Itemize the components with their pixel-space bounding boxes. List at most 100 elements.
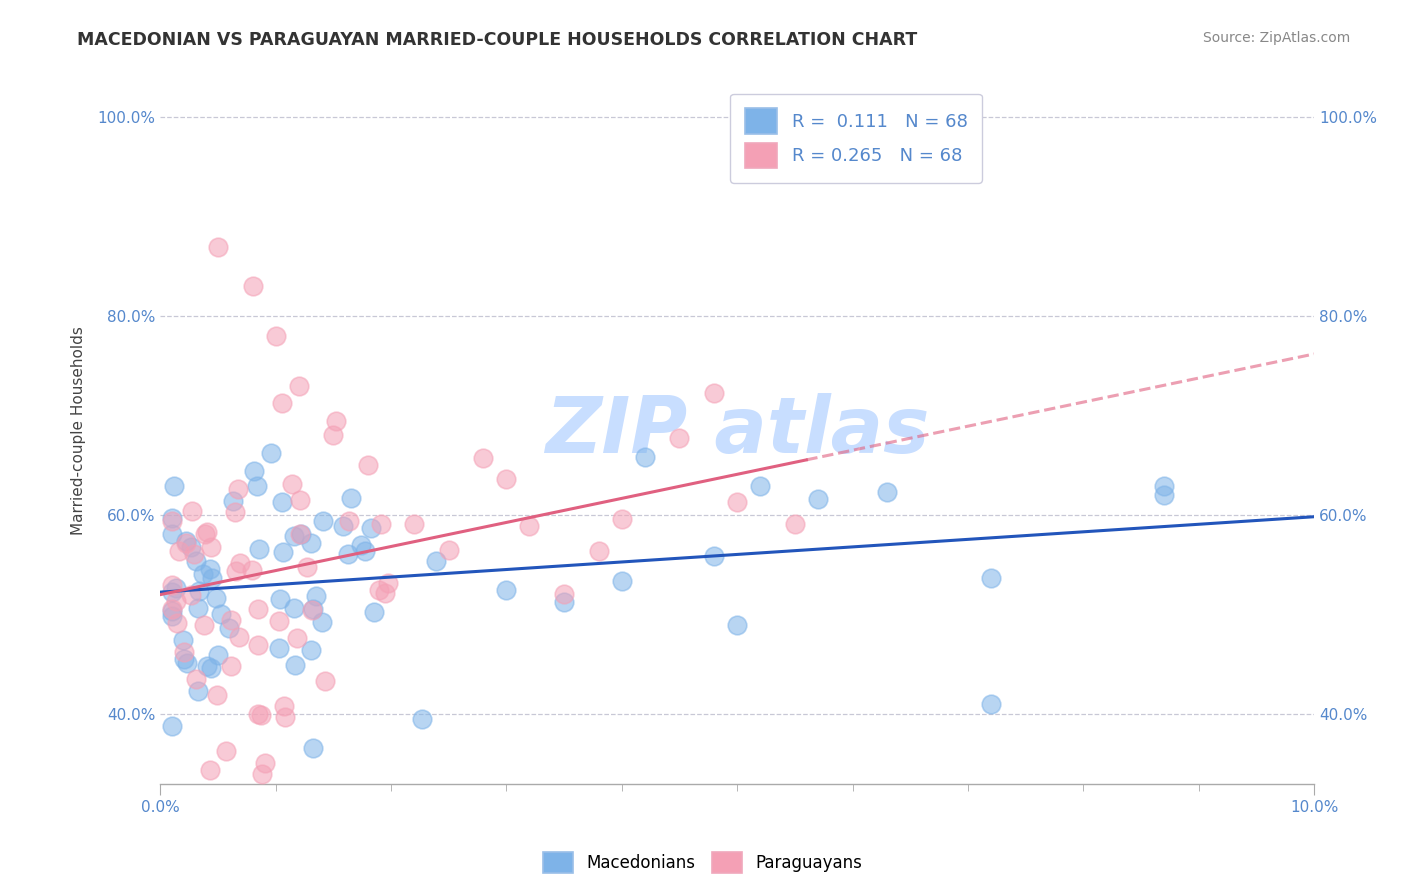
- Point: [174, 533, 197, 548]
- Point: [195, 524, 218, 539]
- Point: [322, 428, 344, 442]
- Point: [187, 684, 209, 698]
- Legend: Macedonians, Paraguayans: Macedonians, Paraguayans: [537, 846, 869, 880]
- Point: [285, 631, 308, 645]
- Point: [402, 517, 425, 532]
- Point: [198, 562, 221, 576]
- Point: [252, 766, 274, 780]
- Point: [325, 414, 347, 428]
- Point: [363, 605, 385, 619]
- Point: [377, 575, 399, 590]
- Point: [200, 540, 222, 554]
- Point: [703, 549, 725, 563]
- Point: [160, 604, 183, 618]
- Point: [495, 583, 517, 598]
- Point: [160, 585, 183, 599]
- Point: [273, 699, 295, 714]
- Point: [271, 494, 294, 508]
- Point: [311, 615, 333, 629]
- Point: [183, 547, 205, 561]
- Point: [260, 446, 283, 460]
- Point: [368, 583, 391, 598]
- Point: [269, 591, 291, 606]
- Text: ZIP atlas: ZIP atlas: [546, 392, 929, 468]
- Point: [207, 648, 229, 662]
- Point: [242, 279, 264, 293]
- Point: [668, 431, 690, 445]
- Point: [193, 617, 215, 632]
- Point: [160, 601, 183, 615]
- Point: [180, 541, 202, 555]
- Point: [226, 482, 249, 496]
- Point: [610, 574, 633, 589]
- Point: [200, 661, 222, 675]
- Point: [357, 458, 380, 472]
- Point: [160, 719, 183, 733]
- Point: [269, 640, 291, 655]
- Point: [301, 603, 323, 617]
- Point: [634, 450, 657, 465]
- Point: [204, 591, 226, 606]
- Point: [167, 544, 190, 558]
- Point: [181, 504, 204, 518]
- Point: [267, 615, 290, 629]
- Point: [240, 563, 263, 577]
- Point: [201, 571, 224, 585]
- Point: [295, 560, 318, 574]
- Point: [425, 553, 447, 567]
- Point: [264, 329, 287, 343]
- Point: [218, 622, 240, 636]
- Point: [519, 519, 541, 533]
- Point: [314, 673, 336, 688]
- Point: [703, 385, 725, 400]
- Point: [160, 578, 183, 592]
- Point: [274, 709, 297, 723]
- Point: [193, 566, 215, 581]
- Point: [163, 479, 186, 493]
- Point: [224, 505, 246, 519]
- Point: [284, 657, 307, 672]
- Point: [495, 472, 517, 486]
- Point: [180, 588, 202, 602]
- Point: [299, 643, 322, 657]
- Point: [876, 485, 898, 500]
- Point: [374, 586, 396, 600]
- Point: [288, 493, 311, 508]
- Point: [281, 477, 304, 491]
- Point: [247, 541, 270, 556]
- Point: [553, 595, 575, 609]
- Point: [160, 608, 183, 623]
- Point: [243, 463, 266, 477]
- Point: [173, 645, 195, 659]
- Point: [437, 543, 460, 558]
- Point: [215, 744, 238, 758]
- Point: [980, 571, 1002, 585]
- Point: [225, 564, 247, 578]
- Point: [301, 602, 323, 616]
- Point: [337, 514, 360, 528]
- Point: [195, 659, 218, 673]
- Point: [588, 544, 610, 558]
- Point: [336, 547, 359, 561]
- Point: [290, 527, 312, 541]
- Point: [288, 527, 311, 541]
- Point: [222, 494, 245, 508]
- Point: [472, 450, 495, 465]
- Point: [229, 556, 252, 570]
- Point: [610, 512, 633, 526]
- Point: [184, 554, 207, 568]
- Point: [250, 708, 273, 723]
- Point: [207, 239, 229, 253]
- Point: [219, 613, 242, 627]
- Point: [312, 514, 335, 528]
- Point: [980, 697, 1002, 711]
- Point: [749, 479, 772, 493]
- Point: [246, 478, 269, 492]
- Point: [725, 618, 748, 632]
- Point: [253, 756, 276, 770]
- Point: [353, 544, 375, 558]
- Point: [172, 633, 194, 648]
- Point: [176, 656, 198, 670]
- Point: [283, 601, 305, 615]
- Point: [187, 600, 209, 615]
